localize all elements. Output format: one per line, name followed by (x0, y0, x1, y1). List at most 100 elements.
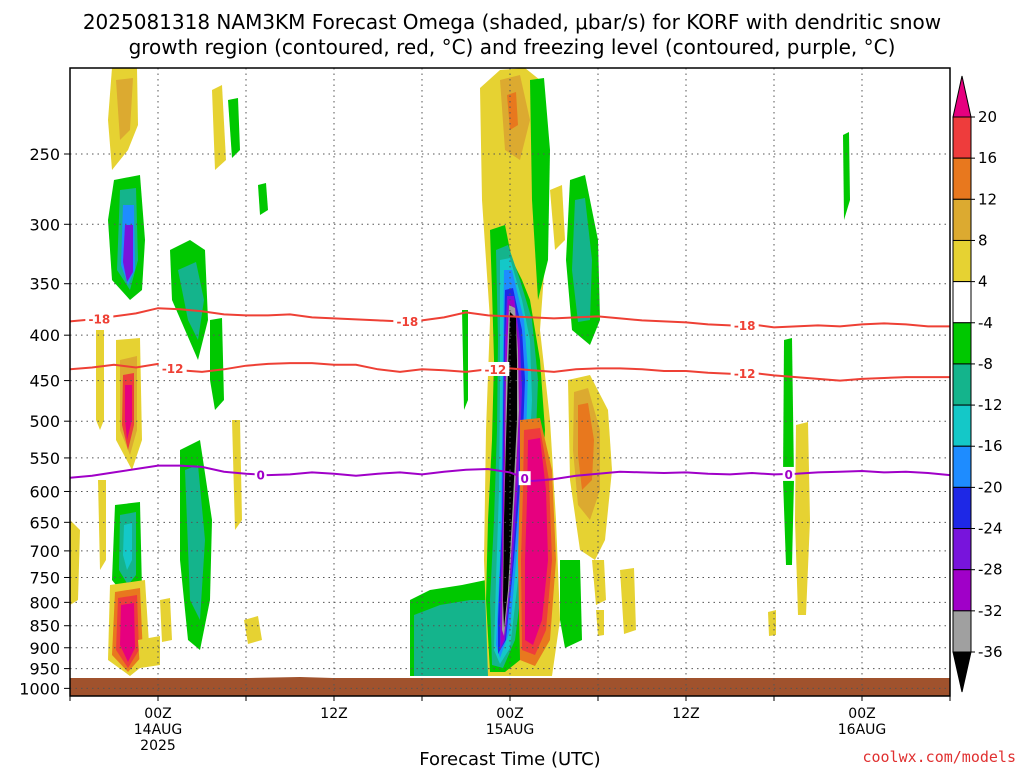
colorbar-segment (952, 281, 972, 324)
y-axis-tick-labels: 250 300 350 400 450 500 550 600 650 700 750 800 850 9… (19, 145, 60, 698)
colorbar-label: -20 (978, 478, 1003, 496)
grid-lines (64, 68, 951, 701)
y-tick-label: 250 (29, 145, 60, 164)
omega-area (125, 385, 132, 440)
omega-shading (70, 68, 850, 676)
y-tick-label: 650 (29, 513, 60, 532)
colorbar-label: -16 (978, 437, 1003, 455)
omega-area (258, 183, 268, 215)
omega-area (572, 198, 592, 322)
x-tick-label: 00Z (144, 706, 171, 722)
colorbar-label: -4 (978, 314, 993, 332)
temperature-contours: -18 -18 -18 -12 -12 -12 0 0 0 (70, 307, 950, 486)
x-tick-label: 16AUG (838, 722, 887, 738)
x-tick-label: 00Z (848, 706, 875, 722)
y-tick-label: 900 (29, 639, 60, 658)
omega-area (96, 330, 104, 430)
chart-title-line-2: growth region (contoured, red, °C) and f… (129, 35, 896, 59)
contour-label-bg (158, 361, 187, 376)
colorbar-segment (952, 198, 972, 241)
contour-label: 0 (784, 468, 792, 482)
omega-area (212, 85, 226, 170)
colorbar-top-arrow (952, 75, 972, 118)
omega-area (578, 403, 594, 490)
omega-area (123, 523, 132, 570)
omega-area (185, 465, 205, 620)
contour-line (70, 464, 950, 483)
contour-label-bg (254, 467, 267, 482)
y-tick-label: 500 (29, 412, 60, 431)
contour-label-bg (85, 311, 114, 326)
contour-label-bg (518, 471, 531, 486)
omega-area (596, 610, 604, 636)
y-tick-label: 850 (29, 617, 60, 636)
y-tick-label: 800 (29, 593, 60, 612)
y-tick-label: 350 (29, 275, 60, 294)
colorbar-segment (952, 239, 972, 283)
x-tick-label: 14AUG (134, 722, 183, 738)
x-tick-label: 2025 (140, 738, 176, 754)
y-tick-label: 400 (29, 326, 60, 345)
colorbar-label: 12 (978, 190, 997, 208)
omega-area (620, 568, 636, 634)
x-tick-label: 12Z (672, 706, 699, 722)
omega-area (414, 600, 496, 676)
colorbar-label: -12 (978, 396, 1003, 414)
chart-title-line-1: 2025081318 NAM3KM Forecast Omega (shaded… (83, 10, 941, 34)
contour-label: -18 (396, 315, 418, 329)
omega-area (210, 318, 224, 410)
omega-area (98, 480, 106, 570)
contour-label-bg (782, 466, 795, 481)
omega-area (232, 420, 242, 530)
x-axis-label: Forecast Time (UTC) (419, 749, 600, 768)
omega-area (843, 132, 850, 220)
y-tick-label: 300 (29, 215, 60, 234)
colorbar-label: -8 (978, 355, 993, 373)
y-tick-label: 1000 (19, 679, 60, 698)
contour-label: 0 (520, 472, 528, 486)
y-tick-label: 950 (29, 660, 60, 679)
omega-area (795, 422, 810, 615)
contour-label-bg (730, 317, 759, 332)
colorbar-segment (952, 157, 972, 200)
colorbar-label: -24 (978, 520, 1003, 538)
credit-text: coolwx.com/models (862, 748, 1016, 766)
contour-label: 0 (256, 469, 264, 483)
colorbar-label: 16 (978, 149, 997, 167)
y-tick-label: 750 (29, 568, 60, 587)
contour-label-bg (481, 361, 510, 376)
colorbar-label: 8 (978, 231, 988, 249)
x-tick-label: 00Z (496, 706, 523, 722)
colorbar-label: -32 (978, 602, 1003, 620)
colorbar-segment (952, 363, 972, 406)
colorbar-label: 4 (978, 273, 988, 291)
x-tick-label: 15AUG (486, 722, 535, 738)
contour-label: -12 (484, 363, 506, 377)
omega-area (560, 560, 582, 648)
omega-area (138, 636, 160, 668)
contour-line (70, 307, 950, 329)
y-tick-label: 550 (29, 449, 60, 468)
omega-area (70, 520, 80, 605)
omega-area (178, 262, 204, 340)
contour-line (70, 362, 950, 382)
colorbar-segment (952, 116, 972, 159)
colorbar-segment (952, 322, 972, 365)
omega-area (462, 310, 468, 410)
omega-area (244, 616, 262, 644)
colorbar-label: -28 (978, 561, 1003, 579)
contour-label: -12 (734, 367, 756, 381)
contour-label: -18 (88, 312, 110, 326)
colorbar-segment (952, 569, 972, 612)
contour-label-bg (393, 314, 422, 329)
colorbar: 20 16 12 8 4 -4 -8 -12 -16 -20 -24 -28 -32 -36 (952, 75, 1003, 693)
omega-area (768, 610, 776, 636)
contour-label: -18 (734, 319, 756, 333)
omega-area (123, 225, 133, 282)
colorbar-segment (952, 486, 972, 530)
colorbar-segment (952, 404, 972, 447)
plot-frame (69, 67, 951, 697)
y-tick-label: 700 (29, 542, 60, 561)
